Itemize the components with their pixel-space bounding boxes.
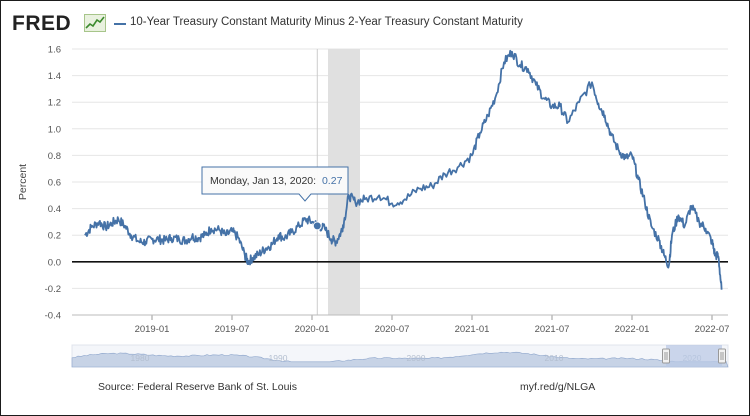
navigator-label: 1980 [131, 353, 150, 363]
y-axis-label: Percent [17, 164, 29, 200]
y-tick-label: -0.2 [45, 284, 61, 295]
footer-source: Source: Federal Reserve Bank of St. Loui… [98, 381, 298, 393]
grid-lines [72, 48, 728, 316]
navigator-series-area [71, 351, 729, 368]
y-tick-label: 0.6 [48, 178, 61, 189]
fred-logo[interactable]: FRED [12, 12, 72, 35]
x-tick-label: 2021-01 [455, 324, 490, 335]
tooltip: Monday, Jan 13, 2020: 0.27 [201, 166, 349, 202]
tooltip-date: Monday, Jan 13, 2020: [210, 175, 316, 187]
tooltip-text: Monday, Jan 13, 2020: 0.27 [210, 175, 343, 187]
footer-url[interactable]: myf.red/g/NLGA [520, 381, 596, 393]
y-tick-label: 1.4 [48, 71, 61, 82]
y-axis-ticks: 1.6 1.4 1.2 1.0 0.8 0.6 0.4 0.2 0.0 -0.2 -0.4 [45, 45, 61, 322]
chart-header: FRED 10-Year Treasury Constant Maturity … [10, 12, 730, 38]
x-tick-label: 2022-01 [615, 324, 650, 335]
handle-grip[interactable] [662, 348, 670, 364]
navigator-label: 2010 [545, 353, 564, 363]
y-tick-label: 1.6 [48, 45, 61, 56]
y-tick-label: 1.0 [48, 124, 61, 135]
x-tick-label: 2019-07 [215, 324, 250, 335]
handle-grip[interactable] [718, 348, 726, 364]
y-tick-label: 0.2 [48, 231, 61, 242]
fred-logo-graph-icon [84, 14, 106, 32]
x-axis-ticks: 2019-01 2019-07 2020-01 2020-07 2021-01 2021-… [72, 314, 730, 335]
x-tick-label: 2019-01 [135, 324, 170, 335]
x-tick-label: 2021-07 [535, 324, 570, 335]
navigator-label: 2000 [407, 353, 426, 363]
y-tick-label: 0.0 [48, 257, 61, 268]
y-tick-label: 0.8 [48, 151, 61, 162]
x-tick-label: 2022-07 [695, 324, 730, 335]
navigator-label: 1990 [269, 353, 288, 363]
tooltip-box [201, 166, 349, 202]
series-line[interactable] [84, 49, 723, 290]
navigator[interactable]: 19801990200020102020 [71, 344, 729, 368]
tooltip-value: 0.27 [322, 175, 343, 187]
navigator-right-handle[interactable] [718, 348, 726, 364]
y-tick-label: 1.2 [48, 98, 61, 109]
y-tick-label: -0.4 [45, 311, 61, 322]
navigator-selection[interactable] [666, 345, 722, 367]
hover-point [312, 221, 322, 231]
legend-label[interactable]: 10-Year Treasury Constant Maturity Minus… [130, 16, 523, 28]
navigator-left-handle[interactable] [662, 348, 670, 364]
y-tick-label: 0.4 [48, 204, 61, 215]
x-tick-label: 2020-01 [295, 324, 330, 335]
legend-swatch[interactable] [114, 23, 126, 25]
x-tick-label: 2020-07 [375, 324, 410, 335]
